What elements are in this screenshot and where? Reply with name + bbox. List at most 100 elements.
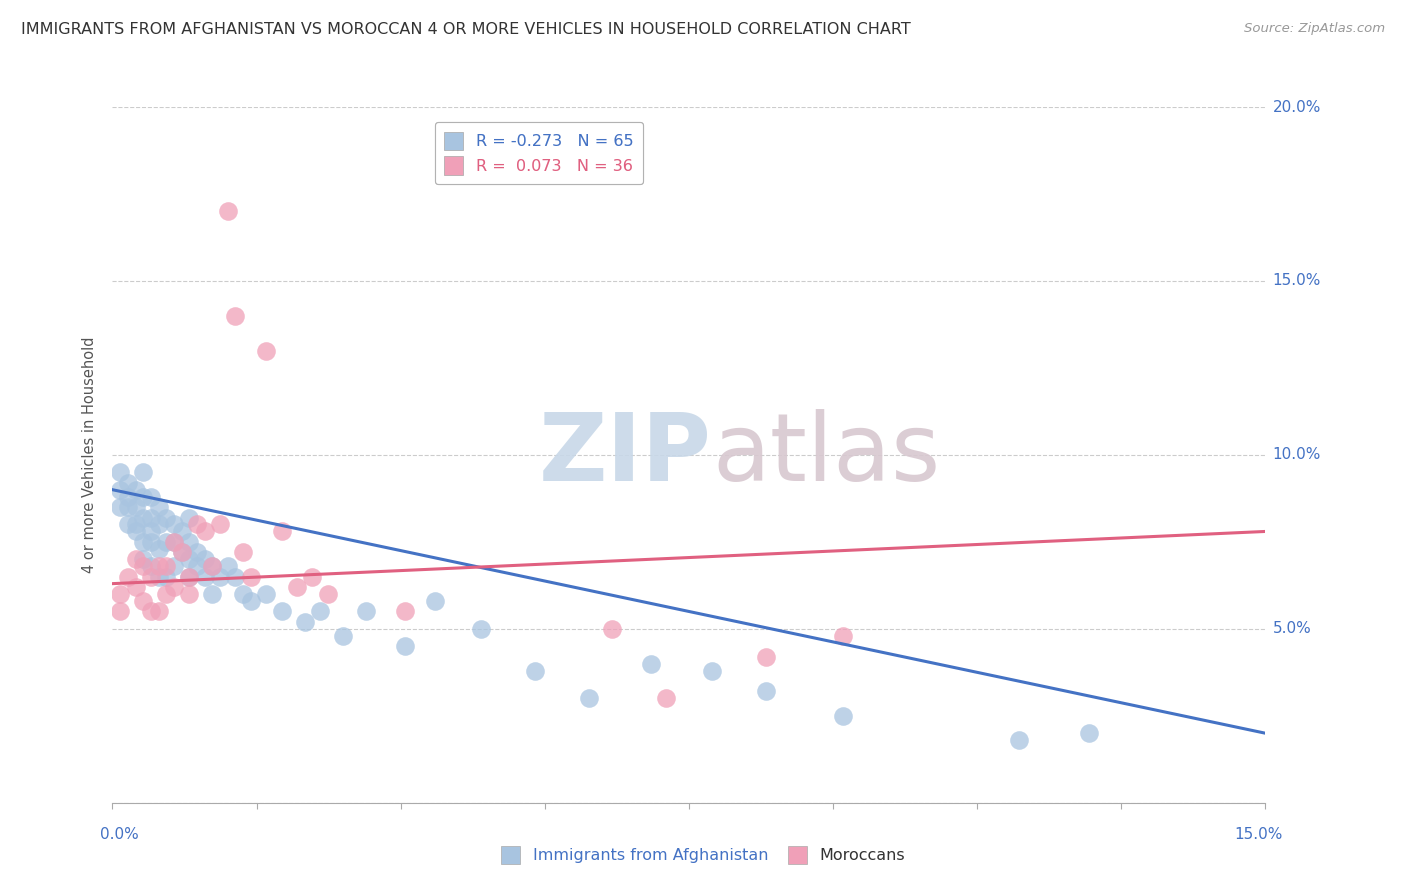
Point (394, 639, 416, 653)
Text: 20.0%: 20.0% (1272, 100, 1320, 114)
Point (217, 559, 239, 574)
Point (170, 545, 193, 559)
Text: 15.0%: 15.0% (1272, 274, 1320, 288)
Point (132, 552, 155, 566)
Point (108, 466, 131, 480)
Point (354, 605, 377, 619)
Point (132, 510, 155, 524)
Text: atlas: atlas (711, 409, 941, 501)
Point (179, 570, 201, 584)
Point (194, 552, 217, 566)
Point (124, 500, 146, 514)
Point (124, 524, 146, 539)
Point (148, 605, 170, 619)
Point (132, 559, 155, 574)
Point (217, 204, 239, 219)
Point (139, 559, 162, 574)
Point (148, 500, 170, 514)
Point (132, 466, 155, 480)
Point (209, 570, 232, 584)
Point (117, 475, 139, 490)
Point (148, 559, 170, 574)
Point (163, 534, 186, 549)
Text: 15.0%: 15.0% (1234, 827, 1282, 841)
Point (117, 570, 139, 584)
Text: 5.0%: 5.0% (1272, 622, 1312, 636)
Point (201, 559, 224, 574)
Point (117, 490, 139, 504)
Point (163, 580, 186, 594)
Point (309, 605, 332, 619)
Point (186, 517, 208, 532)
Point (170, 524, 193, 539)
Point (155, 534, 177, 549)
Text: IMMIGRANTS FROM AFGHANISTAN VS MOROCCAN 4 OR MORE VEHICLES IN HOUSEHOLD CORRELAT: IMMIGRANTS FROM AFGHANISTAN VS MOROCCAN … (21, 22, 911, 37)
Point (155, 510, 177, 524)
Point (139, 605, 162, 619)
Point (239, 570, 262, 584)
Legend: R = -0.273   N = 65, R =  0.073   N = 36: R = -0.273 N = 65, R = 0.073 N = 36 (434, 122, 644, 185)
Point (186, 559, 208, 574)
Point (831, 629, 853, 643)
Point (194, 570, 217, 584)
Point (179, 587, 201, 601)
Point (155, 570, 177, 584)
Point (139, 570, 162, 584)
Point (232, 545, 254, 559)
Point (201, 559, 224, 574)
Point (155, 559, 177, 574)
Point (108, 587, 131, 601)
Point (179, 534, 201, 549)
Point (163, 534, 186, 549)
Text: Source: ZipAtlas.com: Source: ZipAtlas.com (1244, 22, 1385, 36)
Point (139, 510, 162, 524)
Point (831, 708, 853, 723)
Y-axis label: 4 or more Vehicles in Household: 4 or more Vehicles in Household (82, 336, 97, 574)
Point (600, 622, 623, 636)
Point (117, 500, 139, 514)
Point (270, 605, 292, 619)
Point (179, 570, 201, 584)
Point (425, 594, 447, 608)
Point (232, 587, 254, 601)
Point (148, 517, 170, 532)
Point (148, 541, 170, 556)
Point (209, 517, 232, 532)
Point (163, 517, 186, 532)
Point (285, 580, 308, 594)
Point (470, 622, 492, 636)
Point (132, 490, 155, 504)
Point (224, 570, 246, 584)
Text: 0.0%: 0.0% (100, 827, 139, 841)
Point (186, 545, 208, 559)
Point (254, 587, 277, 601)
Point (132, 534, 155, 549)
Legend: Immigrants from Afghanistan, Moroccans: Immigrants from Afghanistan, Moroccans (495, 839, 911, 871)
Point (755, 649, 778, 664)
Point (201, 587, 224, 601)
Point (139, 524, 162, 539)
Point (332, 629, 354, 643)
Point (224, 309, 246, 323)
Point (394, 605, 416, 619)
Point (139, 534, 162, 549)
Point (117, 517, 139, 532)
Point (132, 594, 155, 608)
Point (1008, 733, 1031, 747)
Point (124, 580, 146, 594)
Point (239, 594, 262, 608)
Point (294, 615, 316, 629)
Point (640, 657, 662, 671)
Point (316, 587, 339, 601)
Point (124, 517, 146, 532)
Point (170, 545, 193, 559)
Point (124, 552, 146, 566)
Text: ZIP: ZIP (538, 409, 711, 501)
Text: 10.0%: 10.0% (1272, 448, 1320, 462)
Point (655, 691, 678, 706)
Point (1077, 726, 1099, 740)
Point (578, 691, 600, 706)
Point (179, 510, 201, 524)
Point (108, 500, 131, 514)
Point (108, 605, 131, 619)
